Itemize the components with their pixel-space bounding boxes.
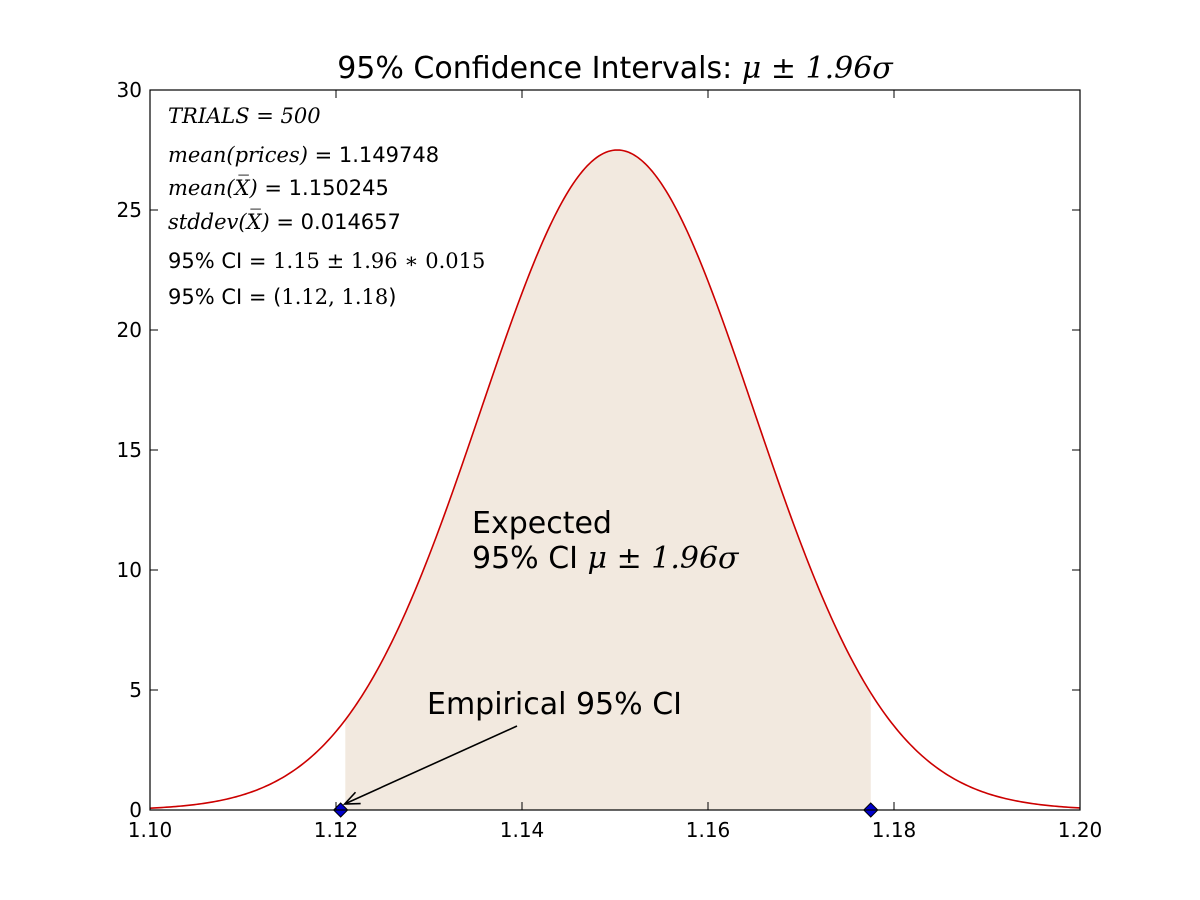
chart-title: 95% Confidence Intervals: μ ± 1.96σ bbox=[337, 51, 894, 86]
info-ci-formula: 95% CI = 1.15 ± 1.96 ∗ 0.015 bbox=[168, 249, 485, 273]
y-tick-label: 5 bbox=[129, 678, 142, 702]
expected-label-line1: Expected bbox=[472, 506, 612, 541]
y-tick-label: 20 bbox=[117, 318, 142, 342]
info-ci-interval: 95% CI = (1.12, 1.18) bbox=[168, 285, 396, 309]
empirical-arrow-shaft bbox=[344, 725, 518, 805]
chart-title-text: 95% Confidence Intervals: bbox=[337, 51, 742, 86]
empirical-label: Empirical 95% CI bbox=[427, 687, 682, 722]
x-tick-label: 1.10 bbox=[128, 818, 173, 842]
expected-ci-annotation: Expected 95% CI μ ± 1.96σ bbox=[472, 506, 740, 576]
info-mean-prices: mean(prices) = 1.149748 bbox=[168, 143, 439, 167]
y-tick-label: 15 bbox=[117, 438, 142, 462]
info-stddev-xbar: stddev(X̅) = 0.014657 bbox=[168, 209, 401, 234]
y-tick-label: 10 bbox=[117, 558, 142, 582]
info-trials: TRIALS = 500 bbox=[168, 104, 321, 128]
y-tick-label: 25 bbox=[117, 198, 142, 222]
x-tick-label: 1.18 bbox=[872, 818, 917, 842]
expected-label-line2: 95% CI μ ± 1.96σ bbox=[472, 541, 740, 576]
x-tick-label: 1.20 bbox=[1058, 818, 1103, 842]
x-tick-label: 1.12 bbox=[314, 818, 359, 842]
normal-distribution-curve bbox=[149, 149, 1081, 809]
tick-marks bbox=[149, 89, 1081, 811]
y-tick-label: 30 bbox=[117, 78, 142, 102]
y-tick-label: 0 bbox=[129, 798, 142, 822]
empirical-ci-annotation: Empirical 95% CI bbox=[342, 687, 682, 805]
chart-title-math: μ ± 1.96σ bbox=[742, 51, 895, 86]
empirical-arrow-head bbox=[342, 791, 361, 805]
x-tick-label: 1.16 bbox=[686, 818, 731, 842]
statistics-info-block: TRIALS = 500 mean(prices) = 1.149748 mea… bbox=[168, 104, 485, 309]
info-mean-xbar: mean(X̅) = 1.150245 bbox=[168, 175, 389, 200]
x-tick-label: 1.14 bbox=[500, 818, 545, 842]
tick-labels: 1.10 1.12 1.14 1.16 1.18 1.20 0 5 10 15 20 25 30 bbox=[117, 78, 1103, 842]
expected-ci-shaded-area bbox=[345, 150, 871, 810]
